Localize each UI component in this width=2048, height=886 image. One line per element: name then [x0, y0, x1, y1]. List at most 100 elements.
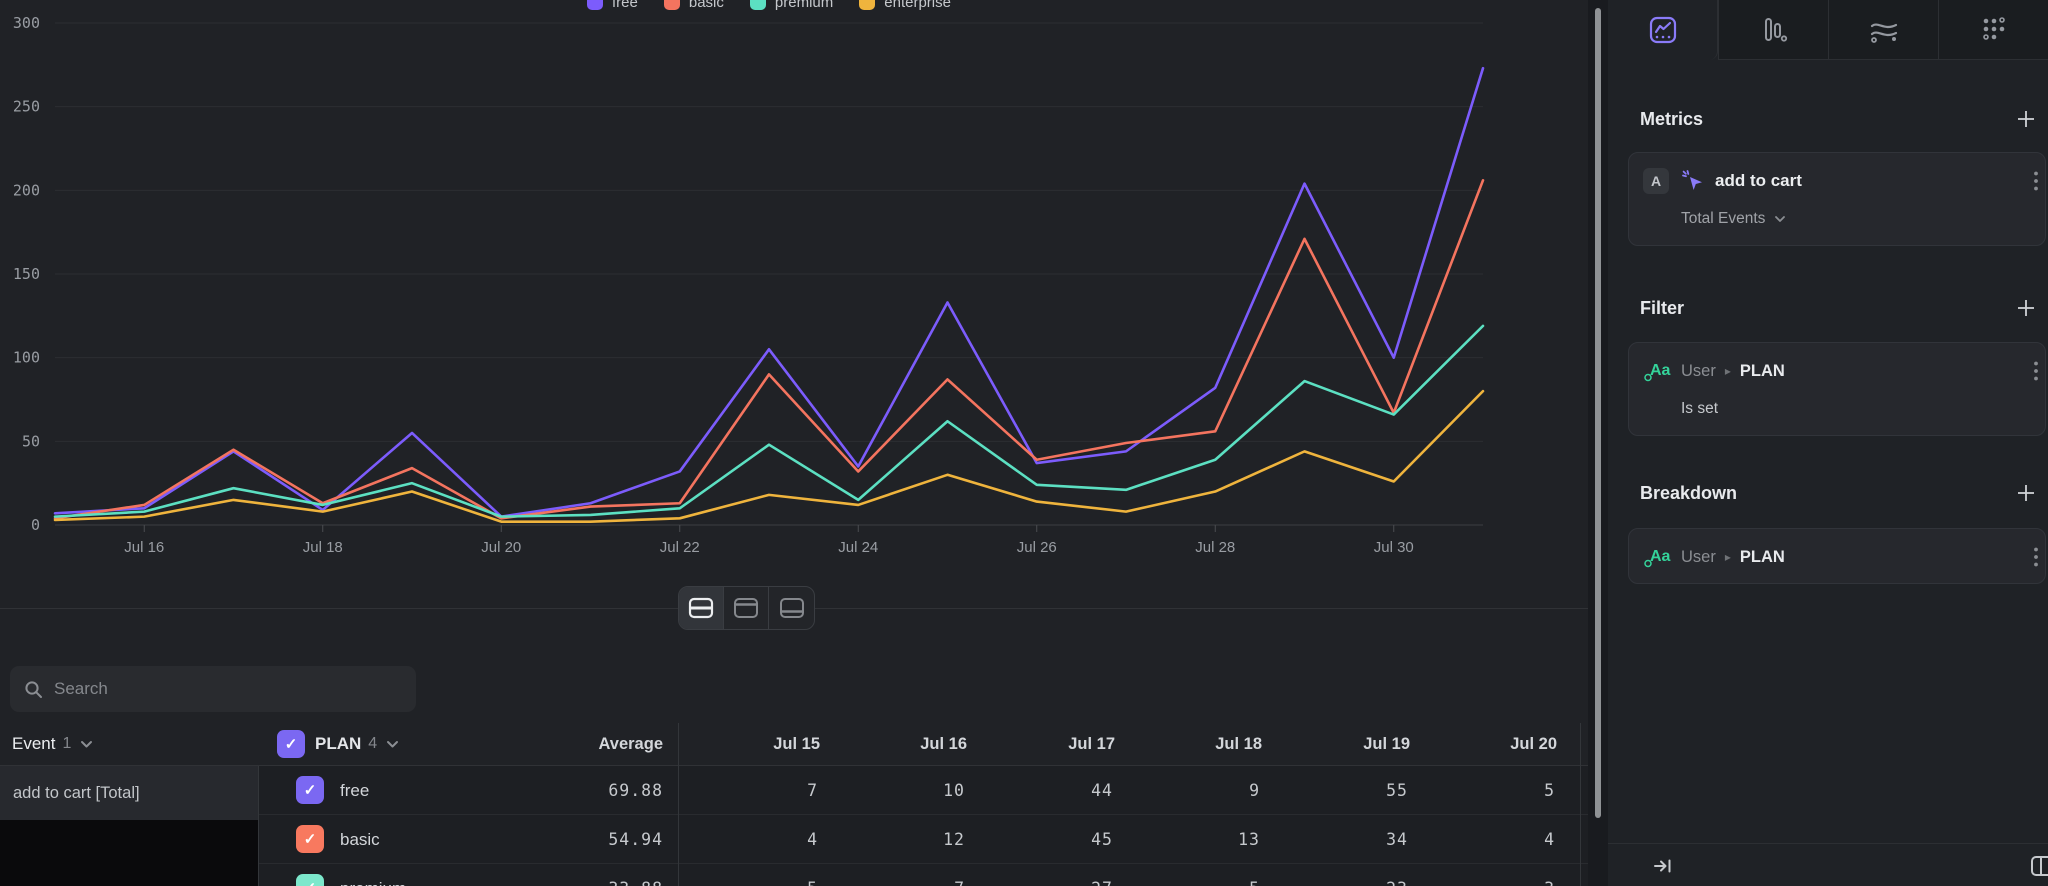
- tab-line-chart[interactable]: [1608, 0, 1718, 60]
- line-chart: 0 50 100 150 200 250 300 Jul 16 Jul 18 Jul 20 Jul …: [13, 14, 1485, 556]
- grid-dots-icon: [1982, 16, 2005, 40]
- filter-condition[interactable]: Is set: [1681, 400, 1719, 417]
- row-checkbox[interactable]: ✓: [296, 874, 324, 886]
- add-filter-button[interactable]: [2016, 298, 2036, 318]
- svg-text:Aa: Aa: [1650, 548, 1671, 565]
- search-box: [10, 666, 416, 712]
- table-focus-view-icon: [779, 598, 804, 618]
- string-property-icon: Aa: [1643, 358, 1673, 384]
- split-view-icon: [688, 597, 714, 619]
- svg-text:300: 300: [13, 14, 40, 32]
- row-value: 12: [943, 830, 965, 849]
- plan-select-all-checkbox[interactable]: ✓: [277, 730, 305, 758]
- chart-type-tabs: [1608, 0, 2048, 60]
- arrow-to-bar-icon: [1654, 859, 1671, 873]
- row-label: basic: [340, 829, 380, 849]
- row-value: 44: [1091, 781, 1113, 800]
- event-count: 1: [62, 735, 72, 752]
- svg-text:Aa: Aa: [1650, 362, 1671, 379]
- date-column-header: Jul 15: [773, 734, 820, 753]
- row-value: 5: [668, 864, 818, 886]
- svg-text:Jul 28: Jul 28: [1195, 539, 1235, 556]
- tab-bar-chart[interactable]: [1718, 0, 1828, 60]
- split-view-button[interactable]: [679, 587, 724, 629]
- breakdown-property: PLAN: [1739, 547, 1785, 566]
- table-rows: ✓ free 69.88 7 10 44 9 55 5 ✓ basic 54.94 4 12 45 13 34 4…: [0, 766, 1594, 886]
- breakdown-menu-button[interactable]: [2033, 543, 2039, 571]
- svg-text:200: 200: [13, 181, 40, 199]
- row-average: 54.94: [608, 830, 663, 849]
- filter-menu-button[interactable]: [2033, 357, 2039, 385]
- filter-scope: User: [1681, 361, 1716, 380]
- row-value: 13: [1238, 830, 1260, 849]
- tab-more-chart-types[interactable]: [1938, 0, 2048, 60]
- legend-item-premium[interactable]: premium: [749, 0, 834, 11]
- flow-chart-icon: [1870, 22, 1897, 43]
- filter-property: PLAN: [1739, 361, 1785, 380]
- svg-text:150: 150: [13, 265, 40, 283]
- layout-toggle-group: [678, 586, 815, 630]
- legend-label: premium: [774, 0, 834, 11]
- average-column-header: Average: [598, 734, 663, 753]
- row-value: 7: [807, 781, 818, 800]
- event-dropdown[interactable]: Event 1: [12, 723, 93, 765]
- metrics-section-header: Metrics: [1640, 106, 2036, 132]
- search-icon: [25, 680, 42, 698]
- svg-text:100: 100: [13, 349, 40, 367]
- table-header: Event 1 ✓ PLAN 4 Average Jul 15 Jul 16 Jul…: [0, 723, 1594, 765]
- row-value: 5: [1544, 781, 1555, 800]
- legend-item-basic[interactable]: basic: [663, 0, 724, 11]
- breakdown-scope: User: [1681, 547, 1716, 566]
- row-checkbox[interactable]: ✓: [296, 776, 324, 804]
- add-breakdown-button[interactable]: [2016, 483, 2036, 503]
- chevron-down-icon: [1774, 215, 1786, 223]
- row-value: 45: [1091, 830, 1113, 849]
- row-value: 4: [807, 830, 818, 849]
- row-value: 10: [943, 781, 965, 800]
- line-chart-icon: [1649, 16, 1676, 44]
- svg-text:Jul 26: Jul 26: [1017, 539, 1057, 556]
- collapse-panel-button[interactable]: [1652, 855, 1674, 882]
- row-value: 7: [815, 864, 965, 886]
- add-metric-button[interactable]: [2016, 109, 2036, 129]
- metric-card[interactable]: A add to cart Total Events: [1628, 152, 2046, 246]
- metric-series-badge: A: [1643, 168, 1669, 194]
- breakdown-section-header: Breakdown: [1640, 480, 2036, 506]
- breakdown-card[interactable]: Aa User ▸ PLAN: [1628, 528, 2046, 584]
- vertical-scrollbar[interactable]: [1595, 8, 1601, 818]
- legend-item-free[interactable]: free: [587, 0, 638, 11]
- table-row-basic: ✓ basic 54.94 4 12 45 13 34 4: [0, 815, 1594, 864]
- plan-dropdown[interactable]: PLAN 4: [315, 723, 399, 765]
- row-value: 27: [963, 864, 1113, 886]
- chevron-right-icon: ▸: [1724, 364, 1731, 378]
- chevron-down-icon: [386, 740, 399, 749]
- legend-swatch: [749, 0, 766, 10]
- chart-focus-view-button[interactable]: [724, 587, 769, 629]
- row-average: 69.88: [608, 781, 663, 800]
- legend-swatch: [663, 0, 680, 10]
- sidebar-bottom-bar: [1608, 843, 2048, 886]
- date-column-header: Jul 18: [1215, 734, 1262, 753]
- legend-swatch: [859, 0, 876, 10]
- metric-event-name: add to cart: [1715, 171, 1802, 190]
- date-column-header: Jul 19: [1363, 734, 1410, 753]
- table-focus-view-button[interactable]: [769, 587, 814, 629]
- config-sidebar: Metrics A add to cart: [1608, 0, 2048, 886]
- filter-card[interactable]: Aa User ▸ PLAN Is set: [1628, 342, 2046, 436]
- chart-focus-view-icon: [734, 598, 758, 618]
- svg-text:Jul 30: Jul 30: [1374, 539, 1414, 556]
- kebab-icon: [2034, 547, 2038, 567]
- tab-flow-chart[interactable]: [1828, 0, 1938, 60]
- panel-layout-button[interactable]: [2030, 854, 2048, 883]
- bar-chart-icon: [1764, 17, 1787, 42]
- row-value: 9: [1249, 781, 1260, 800]
- row-value: 23: [1258, 864, 1408, 886]
- row-value: 4: [1544, 830, 1555, 849]
- legend-item-enterprise[interactable]: enterprise: [859, 0, 951, 11]
- measurement-dropdown[interactable]: Total Events: [1681, 205, 1786, 233]
- chart-legend: free basic premium enterprise: [55, 0, 1483, 13]
- search-input[interactable]: [54, 679, 402, 699]
- metric-menu-button[interactable]: [2033, 167, 2039, 195]
- row-checkbox[interactable]: ✓: [296, 825, 324, 853]
